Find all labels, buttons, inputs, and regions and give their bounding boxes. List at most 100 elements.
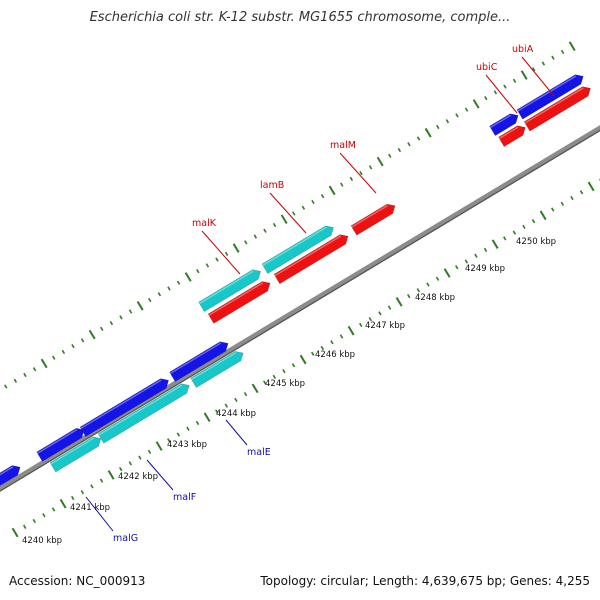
- tick-mark: [340, 182, 344, 187]
- tick-mark: [282, 368, 286, 374]
- tick-mark: [176, 432, 181, 437]
- map-title: Escherichia coli str. K-12 substr. MG165…: [89, 10, 511, 25]
- outer-tick-ring: [4, 41, 576, 389]
- tick-mark: [148, 297, 152, 303]
- tick-mark: [464, 107, 469, 112]
- gene-block[interactable]: [261, 225, 334, 274]
- inner-tick-ring: [11, 178, 600, 538]
- scale-label: 4241 kbp: [70, 503, 110, 513]
- scale-label: 4250 kbp: [516, 237, 556, 247]
- tick-mark: [244, 240, 248, 245]
- tick-mark: [51, 507, 56, 512]
- tick-mark: [464, 259, 469, 264]
- tick-mark: [147, 449, 152, 454]
- tick-mark: [107, 470, 115, 480]
- gene-block[interactable]: [516, 74, 584, 120]
- gene-highlight: [0, 466, 14, 476]
- gene-block[interactable]: [207, 281, 271, 324]
- tick-mark: [128, 461, 133, 466]
- tick-mark: [99, 478, 104, 483]
- gene-highlight: [98, 384, 183, 436]
- gene-label-malF[interactable]: malF: [173, 492, 196, 503]
- tick-mark: [61, 349, 66, 355]
- topology-summary: Topology: circular; Length: 4,639,675 bp…: [260, 574, 590, 588]
- gene-block[interactable]: [36, 427, 85, 462]
- tick-mark: [251, 383, 259, 394]
- tick-mark: [167, 438, 171, 443]
- gene-block[interactable]: [489, 113, 519, 137]
- tick-mark: [299, 354, 307, 365]
- gene-label-malG[interactable]: malG: [113, 533, 138, 544]
- gene-label-lamB[interactable]: lamB: [260, 180, 284, 191]
- scale-label: 4240 kbp: [22, 536, 62, 546]
- tick-mark: [368, 165, 373, 170]
- tick-mark: [376, 156, 384, 167]
- tick-mark: [347, 325, 355, 336]
- tick-mark: [493, 90, 498, 95]
- tick-mark: [119, 315, 123, 320]
- tick-mark: [512, 230, 517, 235]
- gene-label-ubiC[interactable]: ubiC: [476, 62, 498, 73]
- gene-highlight: [50, 437, 95, 465]
- gene-block[interactable]: [198, 269, 262, 312]
- gene-highlight: [489, 114, 512, 129]
- tick-mark: [186, 426, 190, 431]
- tick-mark: [205, 263, 210, 268]
- tick-mark: [579, 190, 584, 195]
- tick-mark: [455, 113, 459, 118]
- tick-mark: [407, 293, 411, 299]
- tick-mark: [90, 484, 94, 489]
- tick-mark: [11, 527, 19, 538]
- gene-block[interactable]: [273, 234, 349, 285]
- tick-mark: [330, 340, 334, 345]
- tick-mark: [80, 338, 85, 343]
- tick-mark: [397, 147, 402, 153]
- tick-mark: [474, 253, 478, 258]
- gene-block[interactable]: [498, 125, 526, 147]
- tick-mark: [203, 412, 211, 423]
- tick-mark: [234, 397, 238, 403]
- gene-highlight: [262, 226, 327, 266]
- tick-mark: [167, 286, 171, 291]
- callout-line: [146, 459, 174, 491]
- tick-mark: [292, 211, 296, 216]
- callout-line: [485, 74, 518, 114]
- tick-mark: [359, 322, 363, 328]
- gene-block[interactable]: [523, 86, 591, 132]
- gene-block[interactable]: [0, 465, 21, 492]
- tick-mark: [328, 185, 336, 196]
- tick-mark: [551, 55, 555, 60]
- tick-mark: [80, 490, 85, 495]
- tick-mark: [263, 228, 267, 233]
- gene-label-ubiA[interactable]: ubiA: [512, 44, 534, 55]
- gene-block[interactable]: [190, 351, 244, 388]
- tick-mark: [368, 317, 373, 322]
- gene-block[interactable]: [169, 341, 229, 382]
- tick-mark: [424, 127, 432, 138]
- tick-mark: [136, 300, 144, 311]
- gene-block[interactable]: [350, 203, 396, 236]
- tick-mark: [243, 392, 248, 397]
- gene-highlight: [274, 235, 342, 277]
- tick-mark: [512, 78, 517, 83]
- tick-mark: [503, 236, 507, 241]
- gene-features[interactable]: [0, 74, 591, 492]
- tick-mark: [195, 420, 200, 426]
- gene-label-malK[interactable]: malK: [192, 218, 217, 229]
- tick-mark: [272, 222, 277, 228]
- tick-mark: [472, 99, 480, 109]
- gene-label-malM[interactable]: malM: [330, 140, 356, 151]
- tick-mark: [455, 265, 459, 270]
- tick-mark: [23, 524, 27, 529]
- gene-block[interactable]: [49, 436, 102, 473]
- gene-block[interactable]: [97, 383, 190, 444]
- gene-block[interactable]: [79, 378, 169, 437]
- tick-mark: [568, 41, 576, 52]
- tick-mark: [42, 513, 46, 518]
- tick-mark: [311, 199, 315, 205]
- tick-mark: [224, 251, 229, 256]
- tick-mark: [445, 119, 450, 124]
- gene-label-malE[interactable]: malE: [247, 447, 271, 458]
- tick-mark: [541, 61, 546, 66]
